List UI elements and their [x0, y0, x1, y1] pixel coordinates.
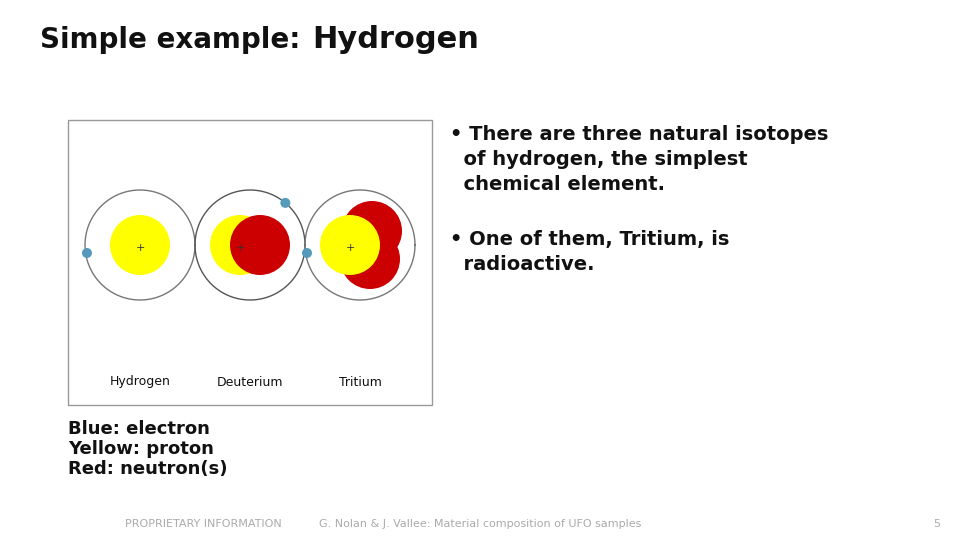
Circle shape [280, 198, 290, 208]
Text: Yellow: proton: Yellow: proton [68, 440, 214, 458]
Circle shape [210, 215, 270, 275]
Text: radioactive.: radioactive. [450, 255, 594, 274]
Text: Tritium: Tritium [339, 375, 381, 388]
Text: Hydrogen: Hydrogen [312, 25, 479, 55]
Circle shape [82, 248, 92, 258]
Text: • One of them, Tritium, is: • One of them, Tritium, is [450, 230, 730, 249]
Text: chemical element.: chemical element. [450, 175, 665, 194]
Text: Red: neutron(s): Red: neutron(s) [68, 460, 228, 478]
Text: PROPRIETARY INFORMATION: PROPRIETARY INFORMATION [125, 519, 281, 529]
Text: +: + [346, 243, 354, 253]
Text: +: + [235, 243, 245, 253]
Circle shape [340, 229, 400, 289]
Text: Blue: electron: Blue: electron [68, 420, 210, 438]
FancyBboxPatch shape [68, 120, 432, 405]
Circle shape [230, 215, 290, 275]
Text: • There are three natural isotopes: • There are three natural isotopes [450, 125, 828, 144]
Text: of hydrogen, the simplest: of hydrogen, the simplest [450, 150, 748, 169]
Circle shape [342, 201, 402, 261]
Text: +: + [135, 243, 145, 253]
Text: G. Nolan & J. Vallee: Material composition of UFO samples: G. Nolan & J. Vallee: Material compositi… [319, 519, 641, 529]
Text: Simple example:: Simple example: [40, 26, 310, 54]
Circle shape [110, 215, 170, 275]
Text: Deuterium: Deuterium [217, 375, 283, 388]
Circle shape [320, 215, 380, 275]
Text: Hydrogen: Hydrogen [109, 375, 171, 388]
Text: 5: 5 [933, 519, 940, 529]
Circle shape [302, 248, 312, 258]
